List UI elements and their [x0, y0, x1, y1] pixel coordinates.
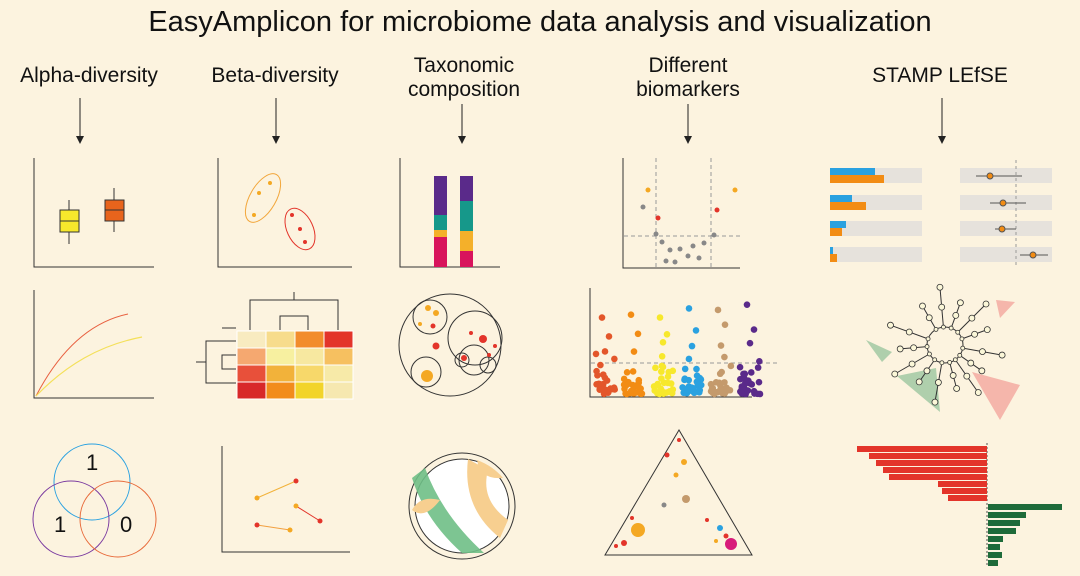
- alpha-boxplot: [33, 158, 154, 268]
- venn-label-top: 1: [86, 450, 98, 475]
- taxonomy-stacked-bars: [399, 158, 500, 268]
- beta-heatmap: [196, 292, 354, 400]
- biomarker-volcano: [622, 158, 740, 269]
- header-arrows: [76, 98, 946, 144]
- venn-label-left: 1: [54, 512, 66, 537]
- stamp-extended-error-bar: [830, 160, 1052, 268]
- alpha-venn: [32, 443, 157, 558]
- beta-pcoa: [217, 158, 352, 268]
- beta-timeseries: [221, 446, 350, 553]
- alpha-rarefaction: [33, 290, 154, 399]
- biomarker-manhattan: [589, 288, 780, 398]
- taxonomy-chord: [408, 452, 516, 560]
- column-header-taxonomic: Taxonomic composition: [407, 54, 521, 101]
- figure-title: EasyAmplicon for microbiome data analysi…: [148, 6, 932, 38]
- lefse-lda-bars: [857, 443, 1062, 566]
- venn-label-right: 0: [120, 512, 132, 537]
- taxonomy-circle-packing: [398, 293, 503, 397]
- column-header-alpha: Alpha-diversity: [20, 64, 158, 87]
- biomarker-ternary: [604, 429, 753, 556]
- column-header-stamp-lefse: STAMP LEfSE: [872, 64, 1008, 87]
- lefse-cladogram: [866, 283, 1020, 420]
- column-header-biomarkers: Different biomarkers: [636, 54, 740, 101]
- column-header-beta: Beta-diversity: [211, 64, 339, 87]
